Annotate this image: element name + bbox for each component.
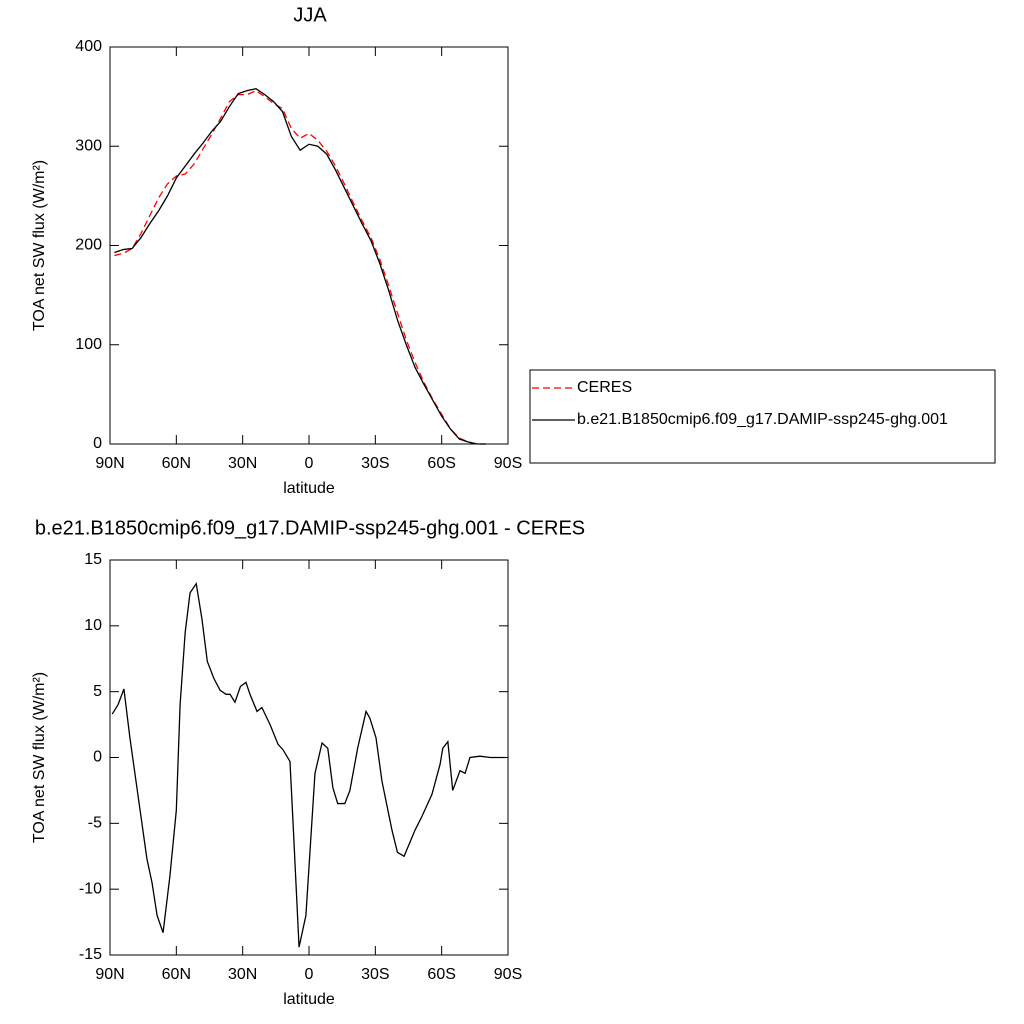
legend-label: b.e21.B1850cmip6.f09_g17.DAMIP-ssp245-gh… (577, 411, 948, 428)
x-tick-label: 60S (427, 966, 455, 983)
data-line (111, 581, 506, 948)
x-axis-label: latitude (283, 480, 335, 497)
x-tick-label: 0 (305, 966, 314, 983)
y-tick-label: 300 (75, 137, 102, 154)
x-tick-label: 90N (95, 455, 124, 472)
y-tick-label: 400 (75, 38, 102, 55)
plot-frame (109, 559, 509, 956)
y-tick-label: 0 (93, 749, 102, 766)
plot-frame (109, 46, 509, 445)
x-tick-label: 30N (228, 455, 257, 472)
y-tick-label: 15 (84, 551, 102, 568)
x-axis-label: latitude (283, 991, 335, 1008)
x-tick-label: 90N (95, 966, 124, 983)
legend-label: CERES (577, 379, 632, 396)
y-axis-label: TOA net SW flux (W/m²) (31, 672, 48, 843)
chart-title: JJA (293, 4, 327, 26)
x-tick-label: 90S (494, 455, 522, 472)
legend-box (529, 369, 996, 464)
chart-title: b.e21.B1850cmip6.f09_g17.DAMIP-ssp245-gh… (35, 517, 585, 539)
data-line (114, 87, 486, 445)
x-tick-label: 30N (228, 966, 257, 983)
x-tick-label: 60N (162, 455, 191, 472)
y-tick-label: 0 (93, 435, 102, 452)
y-tick-label: -15 (79, 946, 102, 963)
y-tick-label: 5 (93, 683, 102, 700)
y-tick-label: -10 (79, 880, 102, 897)
y-tick-label: 100 (75, 336, 102, 353)
x-tick-label: 30S (361, 966, 389, 983)
x-tick-label: 30S (361, 455, 389, 472)
y-tick-label: 200 (75, 237, 102, 254)
y-tick-label: 10 (84, 617, 102, 634)
x-tick-label: 60N (162, 966, 191, 983)
y-tick-label: -5 (88, 815, 102, 832)
x-tick-label: 90S (494, 966, 522, 983)
data-line (114, 89, 486, 445)
x-tick-label: 0 (305, 455, 314, 472)
y-axis-label: TOA net SW flux (W/m²) (31, 160, 48, 331)
x-tick-label: 60S (427, 455, 455, 472)
